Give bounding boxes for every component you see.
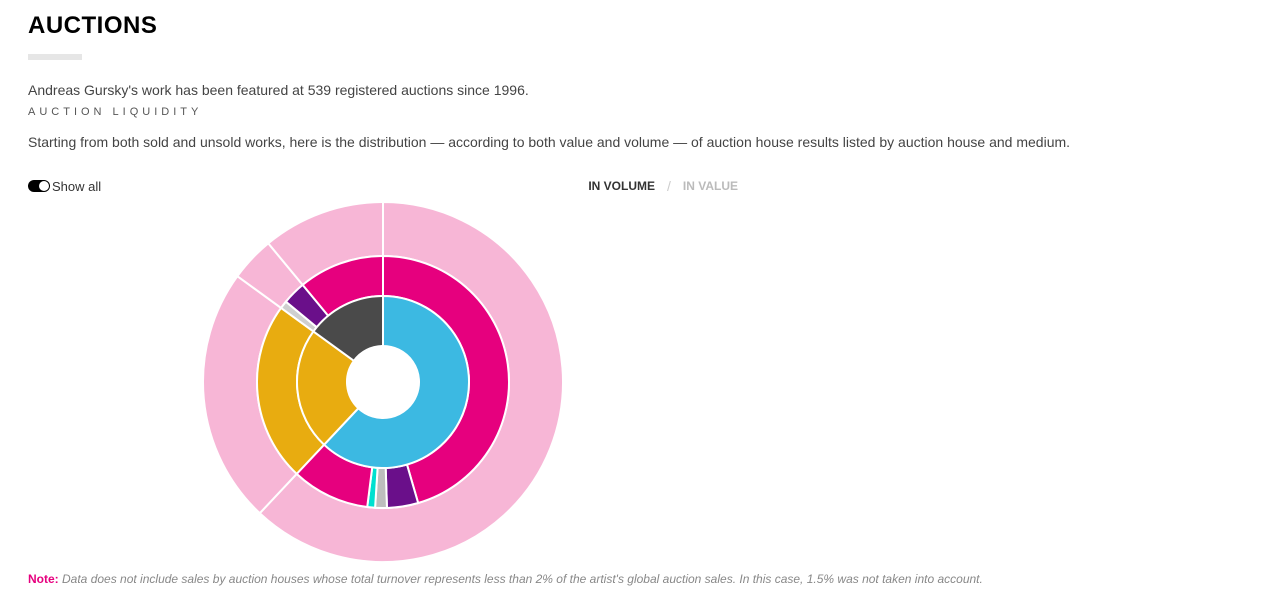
sunburst-chart [203,202,563,562]
chart-note: Note: Data does not include sales by auc… [28,572,1247,586]
section-subheading: AUCTION LIQUIDITY [28,106,1247,118]
divider [28,54,82,60]
tab-volume[interactable]: IN VOLUME [588,179,655,193]
page-title: AUCTIONS [28,12,1247,40]
show-all-label: Show all [52,179,101,194]
note-text: Data does not include sales by auction h… [59,572,983,586]
section-description: Starting from both sold and unsold works… [28,134,1247,150]
show-all-toggle[interactable] [28,180,50,192]
controls-row: Show all IN VOLUME / IN VALUE [28,178,738,194]
tab-separator: / [667,178,671,194]
metric-tabs: IN VOLUME / IN VALUE [588,178,738,194]
show-all-toggle-group: Show all [28,179,101,194]
intro-text: Andreas Gursky's work has been featured … [28,82,1247,98]
note-label: Note: [28,572,59,586]
chart-container [28,202,738,562]
tab-value[interactable]: IN VALUE [683,179,738,193]
